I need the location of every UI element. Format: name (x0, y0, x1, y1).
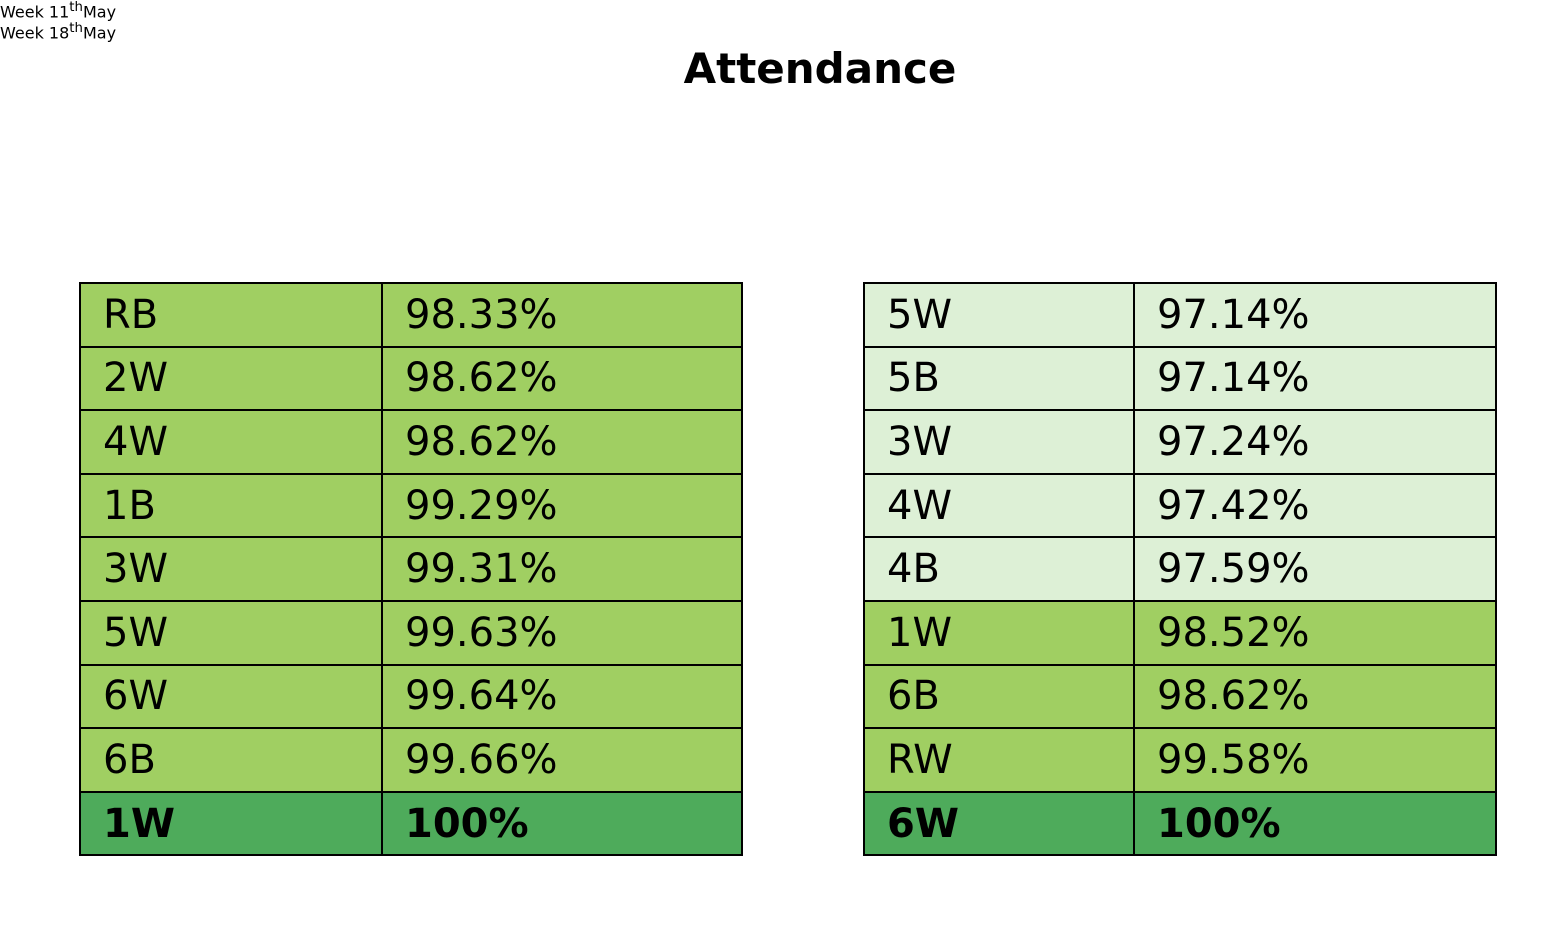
value-cell: 98.62% (381, 409, 743, 475)
class-cell: 5B (863, 345, 1135, 412)
table-row: 6B 98.62% (863, 663, 1497, 730)
value-cell: 97.42% (1133, 472, 1497, 539)
value-cell: 99.63% (381, 599, 743, 666)
heading-prefix: Week 18 (0, 23, 70, 43)
heading-sup: th (69, 21, 83, 37)
attendance-table: RB 98.33% 2W 98.62% 4W 98.62% 1B 99.29% 3W 99.31%… (79, 282, 743, 857)
table-row: 6W 99.64% (79, 663, 743, 730)
heading-suffix: May (82, 23, 117, 43)
heading-prefix: Week 11 (0, 2, 70, 22)
table-row: 3W 97.24% (863, 409, 1497, 475)
attendance-table: 5W 97.14% 5B 97.14% 3W 97.24% 4W 97.42% 4B 97.59%… (863, 282, 1497, 857)
class-cell: RW (863, 727, 1135, 793)
class-cell: 4W (863, 472, 1135, 539)
table-row: 1W 100% (79, 790, 743, 857)
class-cell: 1W (863, 599, 1135, 666)
table-row: 5W 97.14% (863, 282, 1497, 348)
table-heading: Week 18thMay (0, 21, 600, 42)
table-row: 6W 100% (863, 790, 1497, 857)
class-cell: 1W (79, 790, 383, 857)
class-cell: 5W (79, 599, 383, 666)
value-cell: 100% (381, 790, 743, 857)
table-row: 1W 98.52% (863, 599, 1497, 666)
value-cell: 98.62% (1133, 663, 1497, 730)
class-cell: 6B (863, 663, 1135, 730)
value-cell: 98.52% (1133, 599, 1497, 666)
table-row: 3W 99.31% (79, 536, 743, 602)
value-cell: 98.33% (381, 282, 743, 348)
value-cell: 97.14% (1133, 282, 1497, 348)
class-cell: 6B (79, 727, 383, 793)
heading-sup: th (69, 0, 83, 15)
table-heading: Week 11thMay (0, 0, 600, 21)
table-row: 5B 97.14% (863, 345, 1497, 412)
class-cell: 4W (79, 409, 383, 475)
class-cell: 6W (863, 790, 1135, 857)
class-cell: 1B (79, 472, 383, 539)
table-row: 6B 99.66% (79, 727, 743, 793)
table-row: 1B 99.29% (79, 472, 743, 539)
value-cell: 99.66% (381, 727, 743, 793)
value-cell: 98.62% (381, 345, 743, 412)
value-cell: 97.59% (1133, 536, 1497, 602)
class-cell: RB (79, 282, 383, 348)
table-row: 5W 99.63% (79, 599, 743, 666)
table-row: 4W 97.42% (863, 472, 1497, 539)
value-cell: 99.29% (381, 472, 743, 539)
class-cell: 4B (863, 536, 1135, 602)
class-cell: 2W (79, 345, 383, 412)
value-cell: 99.58% (1133, 727, 1497, 793)
class-cell: 6W (79, 663, 383, 730)
table-row: 4W 98.62% (79, 409, 743, 475)
class-cell: 5W (863, 282, 1135, 348)
table-row: 2W 98.62% (79, 345, 743, 412)
value-cell: 97.24% (1133, 409, 1497, 475)
value-cell: 100% (1133, 790, 1497, 857)
value-cell: 99.64% (381, 663, 743, 730)
heading-suffix: May (82, 2, 117, 22)
table-row: RB 98.33% (79, 282, 743, 348)
class-cell: 3W (863, 409, 1135, 475)
table-row: 4B 97.59% (863, 536, 1497, 602)
class-cell: 3W (79, 536, 383, 602)
value-cell: 99.31% (381, 536, 743, 602)
title: Attendance (683, 44, 957, 93)
table-row: RW 99.58% (863, 727, 1497, 793)
value-cell: 97.14% (1133, 345, 1497, 412)
